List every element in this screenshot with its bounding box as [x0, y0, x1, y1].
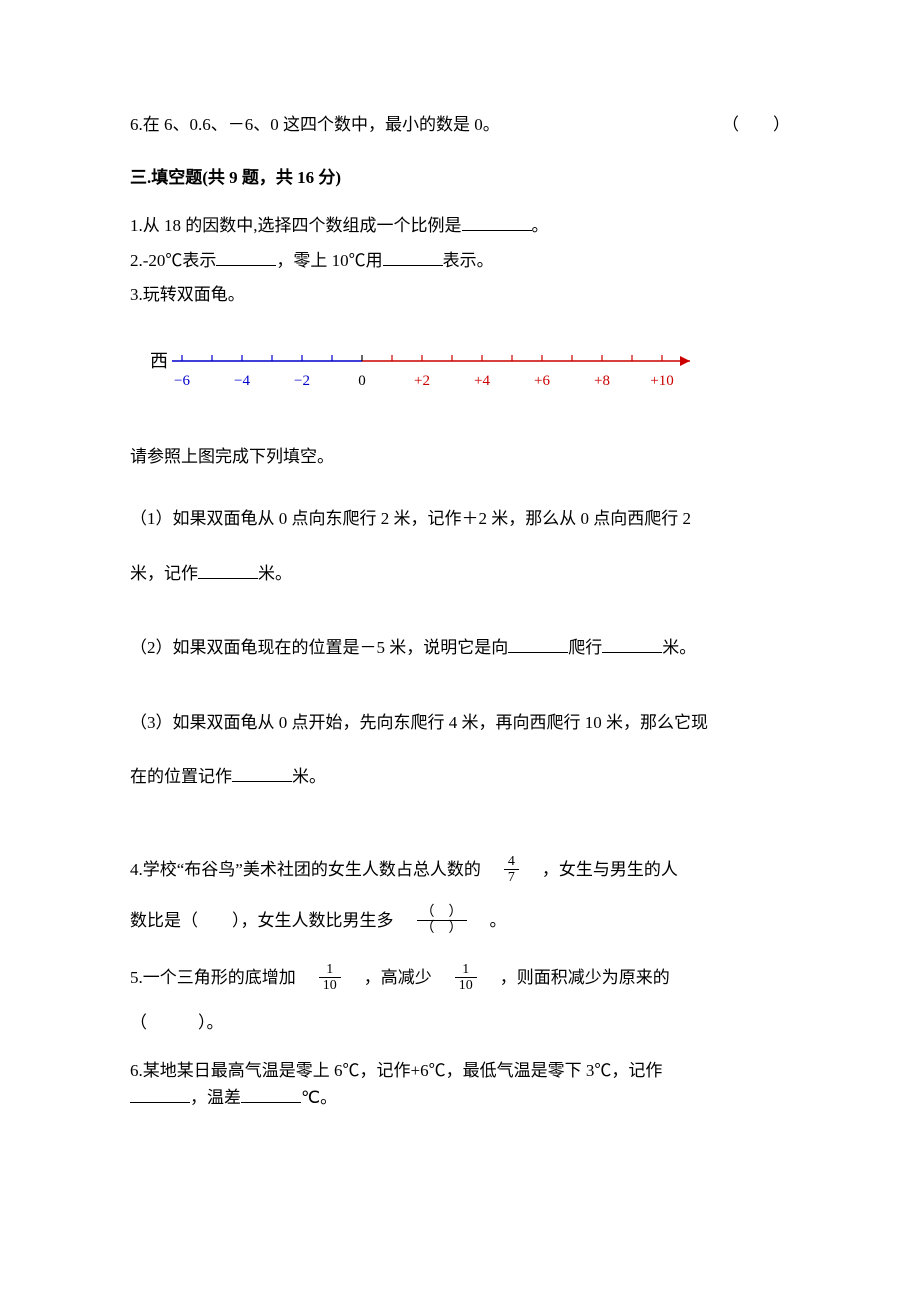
s3-q3-3: （3）如果双面龟从 0 点开始，先向东爬行 4 米，再向西爬行 10 米，那么它…	[130, 696, 790, 805]
s3-q3-ref: 请参照上图完成下列填空。	[130, 442, 790, 473]
svg-text:−2: −2	[294, 373, 310, 389]
judge-q6-paren: （ ）	[722, 110, 790, 141]
judge-q6-line: 6.在 6、0.6、－6、0 这四个数中，最小的数是 0。 （ ）	[130, 110, 790, 141]
s3-q4-c: 数比是（ ），女生人数比男生多	[130, 911, 411, 930]
s3-q1-blank	[462, 214, 532, 231]
frac-1-10-b-den: 10	[455, 978, 477, 993]
s3-q5: 5.一个三角形的底增加 110 ，高减少 110 ，则面积减少为原来的 （ ）。	[130, 956, 790, 1044]
svg-text:西: 西	[150, 351, 168, 371]
s3-q4: 4.学校“布谷鸟”美术社团的女生人数占总人数的 47 ，女生与男生的人 数比是（…	[130, 844, 790, 946]
s3-q6-b: ，温差	[190, 1088, 241, 1107]
s3-q3-1a: （1）如果双面龟从 0 点向东爬行 2 米，记作＋2 米，那么从 0 点向西爬行…	[130, 509, 691, 528]
s3-q6: 6.某地某日最高气温是零上 6℃，记作+6℃，最低气温是零下 3℃，记作 ，温差…	[130, 1057, 790, 1111]
frac-blank-den: （ ）	[417, 921, 467, 936]
s3-q3-3a: （3）如果双面龟从 0 点开始，先向东爬行 4 米，再向西爬行 10 米，那么它…	[130, 713, 708, 732]
s3-q3-3c: 米。	[292, 767, 326, 786]
s3-q5-c: ，则面积减少为原来的	[483, 968, 670, 987]
judge-q6-text: 6.在 6、0.6、－6、0 这四个数中，最小的数是 0。	[130, 110, 500, 141]
s3-q3-3b: 在的位置记作	[130, 767, 232, 786]
s3-q6-a: 6.某地某日最高气温是零上 6℃，记作+6℃，最低气温是零下 3℃，记作	[130, 1061, 662, 1080]
frac-4-7: 47	[504, 854, 519, 886]
frac-1-10-a-num: 1	[319, 962, 341, 978]
s3-q3-2-blank1	[508, 636, 568, 653]
s3-q3-intro: 3.玩转双面龟。	[130, 280, 790, 311]
s3-q2-a: 2.-20℃表示	[130, 251, 216, 270]
frac-4-7-num: 4	[504, 854, 519, 870]
frac-1-10-b-num: 1	[455, 962, 477, 978]
svg-text:−6: −6	[174, 373, 190, 389]
svg-text:+10: +10	[650, 373, 673, 389]
s3-q3-2a: （2）如果双面龟现在的位置是－5 米，说明它是向	[130, 638, 508, 657]
number-line-container: 西−6−4−20+2+4+6+8+10东	[150, 341, 790, 412]
frac-blank: （ ）（ ）	[417, 905, 467, 937]
s3-q3-3-blank	[232, 765, 292, 782]
s3-q2-blank2	[383, 249, 443, 266]
frac-blank-num: （ ）	[417, 905, 467, 921]
s3-q2: 2.-20℃表示 ，零上 10℃用 表示。	[130, 246, 790, 277]
s3-q6-blank2	[241, 1086, 301, 1103]
s3-q2-c: 表示。	[443, 251, 494, 270]
svg-text:−4: −4	[234, 373, 250, 389]
s3-q4-b: ，女生与男生的人	[525, 860, 678, 879]
section3-header: 三.填空题(共 9 题，共 16 分)	[130, 163, 790, 194]
s3-q1-a: 1.从 18 的因数中,选择四个数组成一个比例是	[130, 216, 462, 235]
frac-1-10-a-den: 10	[319, 978, 341, 993]
svg-text:+8: +8	[594, 373, 610, 389]
s3-q3-2b: 爬行	[568, 638, 602, 657]
s3-q5-b: ，高减少	[347, 968, 449, 987]
svg-text:+6: +6	[534, 373, 550, 389]
s3-q5-d: （ ）。	[130, 1013, 224, 1032]
s3-q1-b: 。	[532, 216, 549, 235]
s3-q6-c: ℃。	[301, 1088, 337, 1107]
s3-q2-b: ，零上 10℃用	[276, 251, 382, 270]
s3-q3-1-blank	[198, 562, 258, 579]
s3-q3-2-blank2	[602, 636, 662, 653]
s3-q3-1: （1）如果双面龟从 0 点向东爬行 2 米，记作＋2 米，那么从 0 点向西爬行…	[130, 492, 790, 601]
svg-text:+4: +4	[474, 373, 490, 389]
s3-q3-2c: 米。	[662, 638, 696, 657]
frac-4-7-den: 7	[504, 870, 519, 885]
s3-q4-d: 。	[473, 911, 507, 930]
s3-q3-2: （2）如果双面龟现在的位置是－5 米，说明它是向 爬行 米。	[130, 621, 790, 675]
svg-text:+2: +2	[414, 373, 430, 389]
s3-q5-a: 5.一个三角形的底增加	[130, 968, 313, 987]
number-line-svg: 西−6−4−20+2+4+6+8+10东	[150, 341, 690, 401]
s3-q6-blank1	[130, 1086, 190, 1103]
frac-1-10-b: 110	[455, 962, 477, 994]
frac-1-10-a: 110	[319, 962, 341, 994]
s3-q3-1c: 米。	[258, 564, 292, 583]
svg-text:0: 0	[358, 373, 366, 389]
s3-q1: 1.从 18 的因数中,选择四个数组成一个比例是 。	[130, 211, 790, 242]
s3-q3-1b: 米，记作	[130, 564, 198, 583]
s3-q4-a: 4.学校“布谷鸟”美术社团的女生人数占总人数的	[130, 860, 498, 879]
s3-q2-blank1	[216, 249, 276, 266]
